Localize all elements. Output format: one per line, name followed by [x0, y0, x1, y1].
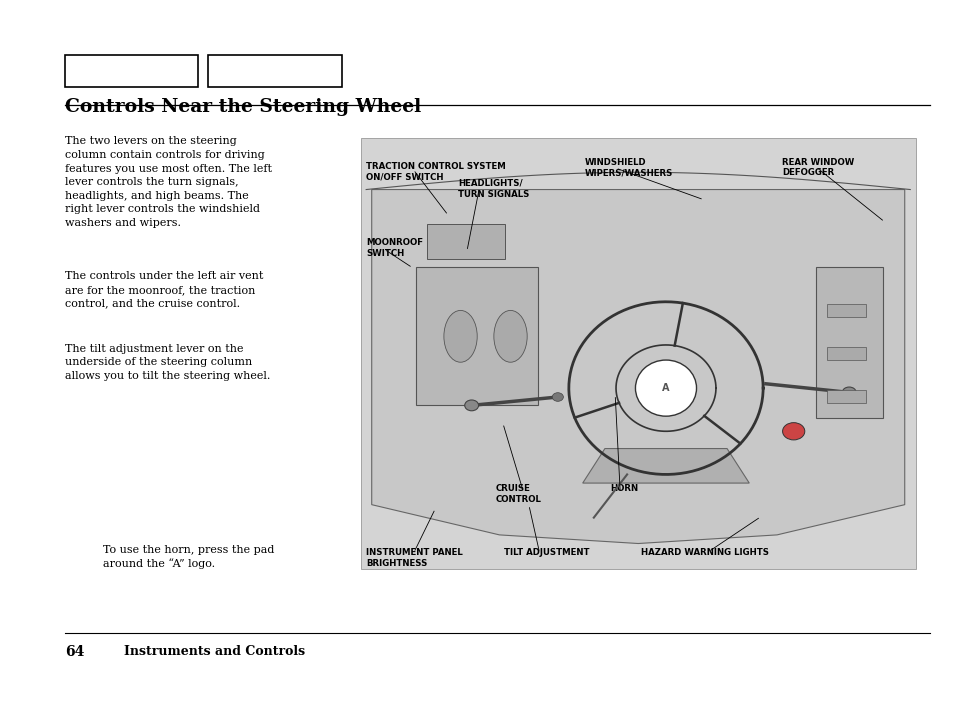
Bar: [826, 391, 865, 403]
Ellipse shape: [443, 310, 476, 362]
Text: TILT ADJUSTMENT: TILT ADJUSTMENT: [503, 548, 589, 557]
Text: HAZARD WARNING LIGHTS: HAZARD WARNING LIGHTS: [640, 548, 768, 557]
Text: The controls under the left air vent
are for the moonroof, the traction
control,: The controls under the left air vent are…: [65, 271, 263, 308]
Text: TRACTION CONTROL SYSTEM
ON/OFF SWITCH: TRACTION CONTROL SYSTEM ON/OFF SWITCH: [366, 162, 505, 182]
Ellipse shape: [552, 393, 563, 401]
Bar: [360, 138, 915, 569]
Text: CRUISE
CONTROL: CRUISE CONTROL: [496, 484, 541, 504]
PathPatch shape: [372, 190, 903, 544]
Text: A: A: [661, 383, 669, 393]
Text: The tilt adjustment lever on the
underside of the steering column
allows you to : The tilt adjustment lever on the undersi…: [65, 344, 270, 381]
Text: Instruments and Controls: Instruments and Controls: [124, 645, 305, 657]
Ellipse shape: [464, 400, 478, 411]
Text: HEADLIGHTS/
TURN SIGNALS: HEADLIGHTS/ TURN SIGNALS: [457, 179, 529, 199]
Bar: [826, 347, 865, 360]
Bar: [65, 55, 198, 87]
PathPatch shape: [582, 449, 748, 483]
Text: MOONROOF
SWITCH: MOONROOF SWITCH: [366, 238, 423, 258]
Ellipse shape: [841, 387, 855, 398]
Text: HORN: HORN: [610, 484, 638, 493]
Bar: [416, 267, 537, 405]
Text: 64: 64: [65, 645, 84, 659]
Ellipse shape: [635, 360, 696, 416]
Ellipse shape: [494, 310, 527, 362]
Ellipse shape: [781, 422, 804, 440]
Bar: [815, 267, 882, 418]
Text: INSTRUMENT PANEL
BRIGHTNESS: INSTRUMENT PANEL BRIGHTNESS: [366, 548, 462, 568]
Bar: [826, 304, 865, 317]
Text: WINDSHIELD
WIPERS/WASHERS: WINDSHIELD WIPERS/WASHERS: [584, 158, 673, 178]
Bar: [208, 55, 341, 87]
Text: Controls Near the Steering Wheel: Controls Near the Steering Wheel: [65, 98, 420, 116]
Bar: [427, 224, 504, 258]
Text: To use the horn, press the pad
around the “A” logo.: To use the horn, press the pad around th…: [103, 545, 274, 569]
Text: REAR WINDOW
DEFOGGER: REAR WINDOW DEFOGGER: [781, 158, 854, 178]
Text: The two levers on the steering
column contain controls for driving
features you : The two levers on the steering column co…: [65, 136, 272, 228]
